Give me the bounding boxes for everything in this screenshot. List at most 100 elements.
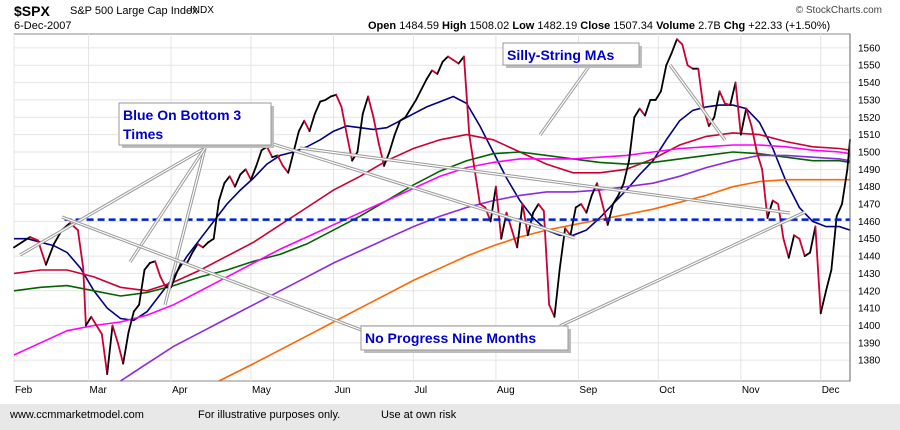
callout-text-no-progress: No Progress Nine Months — [365, 330, 536, 346]
price-segment — [287, 151, 295, 174]
price-segment — [457, 55, 465, 65]
callout-pointer-line — [19, 147, 206, 256]
price-segment — [718, 90, 726, 105]
x-tick-label: Mar — [90, 385, 108, 396]
price-segment — [303, 119, 311, 133]
price-segment — [415, 88, 423, 101]
price-segment — [250, 164, 258, 181]
footer-note-risk: Use at own risk — [381, 409, 457, 421]
price-segment — [420, 78, 428, 91]
price-segment — [782, 237, 790, 259]
credit-label: © StockCharts.com — [795, 5, 882, 16]
price-segment — [207, 237, 215, 244]
callout-pointer-line — [299, 147, 791, 214]
price-segment — [372, 116, 380, 145]
plot-frame — [13, 33, 851, 382]
callout-text-silly-string: Silly-String MAs — [507, 47, 615, 63]
price-segment — [585, 194, 593, 214]
price-segment — [739, 107, 748, 136]
price-segment — [771, 199, 780, 205]
price-segment — [255, 149, 263, 167]
price-segment — [297, 119, 306, 133]
callout-pointer-line — [129, 147, 206, 263]
callout-pointer-line — [61, 216, 365, 332]
price-segment — [479, 203, 487, 209]
x-tick-label: Aug — [497, 385, 515, 396]
price-segment — [723, 102, 732, 107]
price-segment — [537, 203, 545, 212]
callout-pointer-line — [559, 211, 806, 327]
price-segment — [21, 236, 31, 244]
chg-value: +22.33 (+1.50%) — [748, 20, 831, 32]
price-segment — [76, 229, 85, 270]
price-segment — [612, 194, 620, 205]
y-tick-label: 1400 — [858, 321, 881, 332]
price-segment — [239, 168, 247, 176]
chg-label: Chg — [723, 20, 746, 32]
price-segment — [729, 81, 737, 107]
footer-bar: www.ccmmarketmodel.com For illustrative … — [0, 404, 900, 430]
price-segment — [436, 60, 444, 75]
price-segment — [553, 267, 561, 318]
price-segment — [361, 95, 370, 115]
price-segment — [569, 206, 577, 237]
price-segment — [335, 93, 343, 108]
price-segment — [82, 267, 87, 327]
chart-grid — [13, 33, 851, 382]
chart-axes: 1380 1390 1400 1410 1420 1430 1440 1450 1460 1470… — [15, 34, 881, 396]
ma-line-navy — [14, 95, 851, 322]
price-segment — [580, 203, 588, 214]
price-segment — [340, 105, 348, 136]
price-segment — [516, 203, 524, 249]
price-segment — [681, 43, 689, 67]
price-segment — [574, 203, 582, 209]
ma-line-magenta — [13, 144, 851, 356]
price-segment — [191, 243, 199, 254]
x-tick-label: Oct — [659, 385, 675, 396]
y-tick-label: 1470 — [858, 200, 881, 211]
callout-text-blue-bottom: Times — [123, 126, 163, 142]
price-segment — [13, 241, 23, 249]
price-segment — [473, 168, 481, 205]
price-line — [13, 38, 851, 375]
y-tick-label: 1410 — [858, 304, 881, 315]
price-segment — [825, 269, 833, 292]
y-tick-label: 1460 — [858, 217, 881, 228]
callout-pointer-line — [669, 64, 726, 141]
price-chart: Blue On Bottom 3 Times Silly-String MAs No … — [13, 33, 881, 396]
price-segment — [542, 210, 551, 306]
footer-site: www.ccmmarketmodel.com — [10, 409, 144, 421]
price-segment — [654, 90, 662, 101]
price-segment — [447, 55, 455, 61]
price-segment — [223, 175, 231, 185]
x-tick-label: Jun — [334, 385, 350, 396]
price-segment — [830, 215, 838, 271]
price-segment — [697, 67, 705, 110]
price-segment — [292, 130, 300, 153]
open-value: 1484.59 — [399, 20, 439, 32]
callout-box — [360, 325, 569, 351]
price-segment — [100, 333, 109, 375]
price-segment — [170, 272, 178, 289]
price-segment — [548, 303, 556, 318]
x-tick-label: Feb — [15, 385, 33, 396]
price-segment — [122, 331, 130, 365]
low-label: Low — [512, 20, 535, 32]
price-segment — [202, 241, 210, 249]
price-segment — [271, 154, 279, 159]
price-segment — [154, 260, 162, 278]
price-segment — [196, 243, 204, 249]
price-segment — [819, 289, 827, 315]
price-segment — [356, 112, 364, 153]
price-segment — [713, 90, 721, 119]
callout-pointer-line — [539, 64, 591, 136]
price-segment — [90, 315, 98, 327]
x-tick-label: Dec — [822, 385, 840, 396]
price-segment — [793, 234, 801, 240]
price-segment — [644, 99, 652, 117]
price-segment — [212, 199, 220, 240]
close-label: Close — [580, 20, 611, 32]
price-segment — [521, 203, 529, 237]
price-segment — [218, 182, 226, 202]
price-segment — [638, 107, 646, 117]
